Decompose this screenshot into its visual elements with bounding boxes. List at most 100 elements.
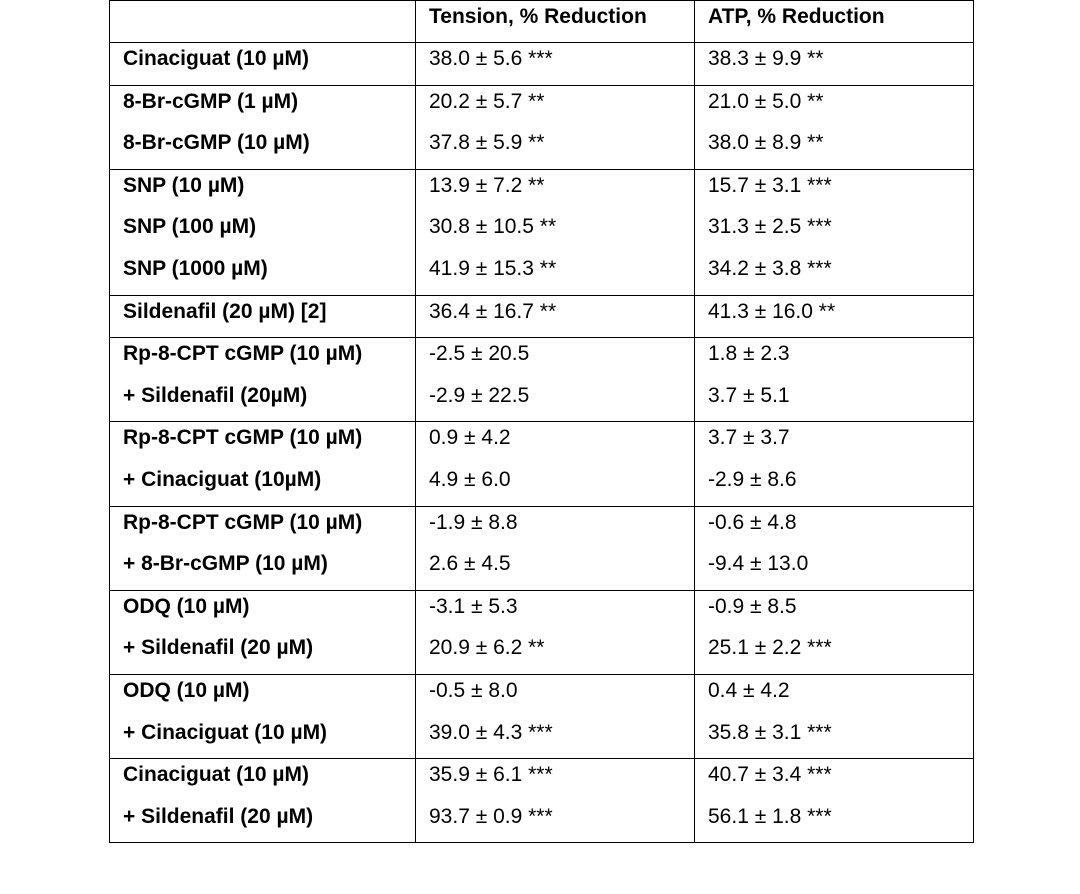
atp-value: 34.2 ± 3.8 *** xyxy=(708,256,832,280)
header-cell-atp: ATP, % Reduction xyxy=(694,0,974,43)
atp-cell: 41.3 ± 16.0 ** xyxy=(694,294,974,339)
atp-value: 1.8 ± 2.3 xyxy=(708,342,790,366)
table-row-group: SNP (10 µM) SNP (100 µM) SNP (1000 µM) 13.9… xyxy=(109,168,974,296)
tension-value: -2.9 ± 22.5 xyxy=(429,383,530,407)
agent-cell: ODQ (10 µM) + Sildenafil (20 µM) xyxy=(109,589,416,675)
tension-cell: -1.9 ± 8.8 2.6 ± 4.5 xyxy=(415,505,695,591)
agent-cell: Sildenafil (20 µM) [2] xyxy=(109,294,416,339)
tension-cell: -0.5 ± 8.0 39.0 ± 4.3 *** xyxy=(415,673,695,760)
tension-cell: 13.9 ± 7.2 ** 30.8 ± 10.5 ** 41.9 ± 15.3 *… xyxy=(415,168,695,296)
tension-value: 0.9 ± 4.2 xyxy=(429,426,511,450)
atp-value: 41.3 ± 16.0 ** xyxy=(708,299,836,323)
table-row-group: Cinaciguat (10 µM) 38.0 ± 5.6 *** 38.3 ± 9… xyxy=(109,42,974,86)
results-table: Tension, % Reduction ATP, % Reduction Ci… xyxy=(109,0,974,844)
atp-value: 3.7 ± 3.7 xyxy=(708,426,790,450)
atp-cell: 1.8 ± 2.3 3.7 ± 5.1 xyxy=(694,337,974,423)
tension-value: 38.0 ± 5.6 *** xyxy=(429,47,553,70)
agent-cell: Cinaciguat (10 µM) xyxy=(109,42,416,86)
agent-value: Rp-8-CPT cGMP (10 µM) xyxy=(123,510,363,534)
tension-value: 37.8 ± 5.9 ** xyxy=(429,131,545,155)
table-row-group: ODQ (10 µM) + Cinaciguat (10 µM) -0.5 ± 8.… xyxy=(109,673,974,760)
header-cell-tension: Tension, % Reduction xyxy=(415,0,695,43)
tension-value: 41.9 ± 15.3 ** xyxy=(429,256,557,280)
tension-value: -1.9 ± 8.8 xyxy=(429,510,518,534)
tension-value: -3.1 ± 5.3 xyxy=(429,594,518,618)
tension-value: 20.9 ± 6.2 ** xyxy=(429,636,545,660)
agent-value: SNP (1000 µM) xyxy=(123,256,268,280)
atp-value: 38.3 ± 9.9 ** xyxy=(708,47,824,70)
tension-cell: 38.0 ± 5.6 *** xyxy=(415,42,695,86)
agent-value: Rp-8-CPT cGMP (10 µM) xyxy=(123,426,363,450)
agent-value: Sildenafil (20 µM) [2] xyxy=(123,299,327,323)
tension-value: 93.7 ± 0.9 *** xyxy=(429,804,553,828)
atp-value: -9.4 ± 13.0 xyxy=(708,552,809,576)
table-row-group: Cinaciguat (10 µM) + Sildenafil (20 µM) 35… xyxy=(109,758,974,844)
agent-value: + Sildenafil (20 µM) xyxy=(123,804,314,828)
atp-value: -2.9 ± 8.6 xyxy=(708,467,797,491)
agent-value: 8-Br-cGMP (1 µM) xyxy=(123,89,299,113)
tension-cell: -2.5 ± 20.5 -2.9 ± 22.5 xyxy=(415,337,695,423)
tension-value: 30.8 ± 10.5 ** xyxy=(429,215,557,239)
atp-value: 15.7 ± 3.1 *** xyxy=(708,173,832,197)
atp-value: 40.7 ± 3.4 *** xyxy=(708,763,832,787)
agent-value: Rp-8-CPT cGMP (10 µM) xyxy=(123,342,363,366)
agent-value: Cinaciguat (10 µM) xyxy=(123,763,309,787)
agent-value: 8-Br-cGMP (10 µM) xyxy=(123,131,310,155)
agent-value: + Cinaciguat (10 µM) xyxy=(123,720,328,744)
table-row-group: Rp-8-CPT cGMP (10 µM) + Sildenafil (20µM)… xyxy=(109,337,974,423)
atp-value: 38.0 ± 8.9 ** xyxy=(708,131,824,155)
tension-value: -2.5 ± 20.5 xyxy=(429,342,530,366)
agent-value: + Cinaciguat (10µM) xyxy=(123,467,322,491)
header-cell-agent xyxy=(109,0,416,43)
agent-cell: Rp-8-CPT cGMP (10 µM) + Cinaciguat (10µM) xyxy=(109,421,416,507)
agent-cell: Rp-8-CPT cGMP (10 µM) + Sildenafil (20µM) xyxy=(109,337,416,423)
table-row-group: ODQ (10 µM) + Sildenafil (20 µM) -3.1 ± 5.… xyxy=(109,589,974,675)
atp-cell: 3.7 ± 3.7 -2.9 ± 8.6 xyxy=(694,421,974,507)
atp-cell: 38.3 ± 9.9 ** xyxy=(694,42,974,86)
atp-value: 31.3 ± 2.5 *** xyxy=(708,215,832,239)
tension-value: 39.0 ± 4.3 *** xyxy=(429,720,553,744)
agent-cell: ODQ (10 µM) + Cinaciguat (10 µM) xyxy=(109,673,416,760)
agent-value: Cinaciguat (10 µM) xyxy=(123,47,309,70)
tension-value: 4.9 ± 6.0 xyxy=(429,467,511,491)
atp-cell: 21.0 ± 5.0 ** 38.0 ± 8.9 ** xyxy=(694,84,974,170)
agent-value: + Sildenafil (20µM) xyxy=(123,383,308,407)
tension-value: 13.9 ± 7.2 ** xyxy=(429,173,545,197)
agent-value: ODQ (10 µM) xyxy=(123,678,250,702)
atp-value: 25.1 ± 2.2 *** xyxy=(708,636,832,660)
tension-cell: 35.9 ± 6.1 *** 93.7 ± 0.9 *** xyxy=(415,758,695,844)
tension-value: 35.9 ± 6.1 *** xyxy=(429,763,553,787)
tension-value: 2.6 ± 4.5 xyxy=(429,552,511,576)
atp-value: 35.8 ± 3.1 *** xyxy=(708,720,832,744)
agent-value: + Sildenafil (20 µM) xyxy=(123,636,314,660)
agent-value: SNP (100 µM) xyxy=(123,215,257,239)
atp-value: 21.0 ± 5.0 ** xyxy=(708,89,824,113)
agent-value: SNP (10 µM) xyxy=(123,173,245,197)
table-row-group: Sildenafil (20 µM) [2] 36.4 ± 16.7 ** 41.3… xyxy=(109,294,974,339)
tension-value: 20.2 ± 5.7 ** xyxy=(429,89,545,113)
atp-value: 56.1 ± 1.8 *** xyxy=(708,804,832,828)
tension-cell: -3.1 ± 5.3 20.9 ± 6.2 ** xyxy=(415,589,695,675)
tension-cell: 0.9 ± 4.2 4.9 ± 6.0 xyxy=(415,421,695,507)
agent-cell: Rp-8-CPT cGMP (10 µM) + 8-Br-cGMP (10 µM) xyxy=(109,505,416,591)
atp-value: -0.9 ± 8.5 xyxy=(708,594,797,618)
table-row-group: 8-Br-cGMP (1 µM) 8-Br-cGMP (10 µM) 20.2 ± … xyxy=(109,84,974,170)
tension-value: -0.5 ± 8.0 xyxy=(429,678,518,702)
header-row: Tension, % Reduction ATP, % Reduction xyxy=(109,0,974,43)
agent-cell: Cinaciguat (10 µM) + Sildenafil (20 µM) xyxy=(109,758,416,844)
atp-value: 3.7 ± 5.1 xyxy=(708,383,790,407)
atp-cell: 0.4 ± 4.2 35.8 ± 3.1 *** xyxy=(694,673,974,760)
tension-value: 36.4 ± 16.7 ** xyxy=(429,299,557,323)
atp-cell: -0.9 ± 8.5 25.1 ± 2.2 *** xyxy=(694,589,974,675)
atp-cell: 40.7 ± 3.4 *** 56.1 ± 1.8 *** xyxy=(694,758,974,844)
agent-cell: 8-Br-cGMP (1 µM) 8-Br-cGMP (10 µM) xyxy=(109,84,416,170)
atp-value: 0.4 ± 4.2 xyxy=(708,678,790,702)
tension-cell: 36.4 ± 16.7 ** xyxy=(415,294,695,339)
atp-value: -0.6 ± 4.8 xyxy=(708,510,797,534)
agent-value: + 8-Br-cGMP (10 µM) xyxy=(123,552,328,576)
table-row-group: Rp-8-CPT cGMP (10 µM) + Cinaciguat (10µM)… xyxy=(109,421,974,507)
atp-cell: -0.6 ± 4.8 -9.4 ± 13.0 xyxy=(694,505,974,591)
table-row-group: Rp-8-CPT cGMP (10 µM) + 8-Br-cGMP (10 µM)… xyxy=(109,505,974,591)
agent-cell: SNP (10 µM) SNP (100 µM) SNP (1000 µM) xyxy=(109,168,416,296)
agent-value: ODQ (10 µM) xyxy=(123,594,250,618)
